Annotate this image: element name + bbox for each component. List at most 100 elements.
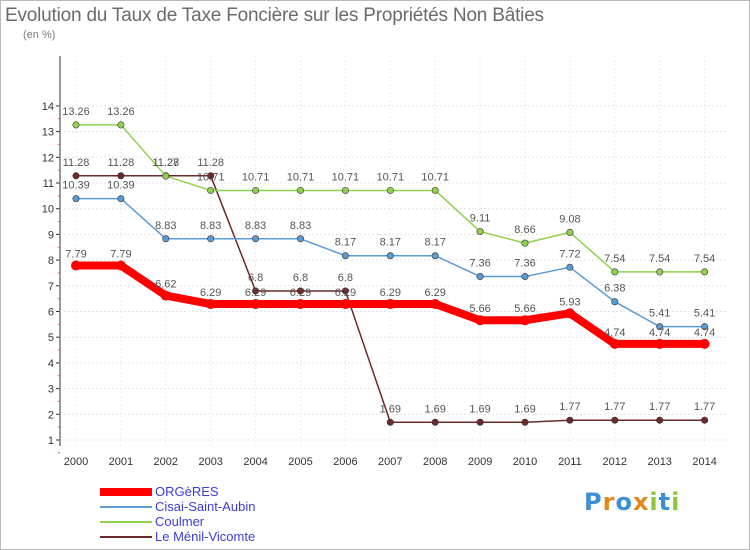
- data-point-orgeres: [475, 315, 486, 326]
- data-point-coulmer: [162, 172, 170, 180]
- data-point-le-menil-vicomte: [341, 287, 349, 295]
- x-tick-label: 2009: [468, 456, 492, 468]
- data-label-orgeres: 4.74: [604, 327, 625, 339]
- data-label-coulmer: 10.71: [242, 171, 270, 183]
- data-label-le-menil-vicomte: 1.69: [380, 403, 401, 415]
- data-label-cisai-saint-aubin: 6.38: [604, 283, 625, 295]
- data-label-le-menil-vicomte: 1.69: [514, 403, 535, 415]
- data-point-cisai-saint-aubin: [296, 235, 304, 243]
- data-label-orgeres: 7.79: [110, 248, 131, 260]
- data-label-orgeres: 5.93: [559, 296, 580, 308]
- data-label-orgeres: 6.29: [380, 287, 401, 299]
- data-point-le-menil-vicomte: [72, 172, 80, 180]
- proxiti-logo: Proxiti: [584, 488, 680, 516]
- y-tick-label: 5: [48, 332, 54, 344]
- x-tick-label: 2011: [558, 456, 582, 468]
- data-label-orgeres: 5.66: [514, 303, 535, 315]
- x-tick-label: 2013: [647, 456, 671, 468]
- data-point-orgeres: [385, 299, 396, 310]
- y-tick-label: 1: [48, 435, 54, 447]
- logo-letter: i: [649, 488, 659, 516]
- logo-letter: o: [615, 488, 633, 516]
- data-point-le-menil-vicomte: [611, 416, 619, 424]
- y-tick-label: 14: [42, 101, 54, 113]
- data-point-orgeres: [205, 299, 216, 310]
- legend-swatch-orgeres: [100, 488, 152, 496]
- data-label-orgeres: 6.29: [424, 287, 445, 299]
- data-label-cisai-saint-aubin: 10.39: [107, 180, 135, 192]
- data-point-orgeres: [609, 338, 620, 349]
- data-point-orgeres: [160, 290, 171, 301]
- x-tick-label: 2000: [64, 456, 88, 468]
- legend-label-orgeres: ORGèRES: [155, 484, 219, 499]
- data-label-cisai-saint-aubin: 8.83: [290, 220, 311, 232]
- logo-letter: x: [632, 488, 650, 516]
- data-point-coulmer: [611, 268, 619, 276]
- data-point-orgeres: [250, 299, 261, 310]
- data-label-coulmer: 7.54: [694, 253, 715, 265]
- data-point-cisai-saint-aubin: [162, 235, 170, 243]
- data-point-coulmer: [701, 268, 709, 276]
- data-point-cisai-saint-aubin: [701, 323, 709, 331]
- data-label-le-menil-vicomte: 6.8: [293, 272, 308, 284]
- legend-label-cisai-saint-aubin: Cisai-Saint-Aubin: [155, 499, 256, 514]
- data-point-le-menil-vicomte: [207, 172, 215, 180]
- data-point-orgeres: [295, 299, 306, 310]
- data-label-orgeres: 6.29: [200, 287, 221, 299]
- y-tick-label: 2: [48, 409, 54, 421]
- data-point-orgeres: [654, 338, 665, 349]
- data-label-orgeres: 6.29: [245, 287, 266, 299]
- data-label-cisai-saint-aubin: 7.36: [514, 258, 535, 270]
- data-label-orgeres: 6.62: [155, 279, 176, 291]
- data-label-coulmer: 10.71: [377, 171, 405, 183]
- data-point-cisai-saint-aubin: [341, 252, 349, 260]
- y-tick-label: 11: [43, 178, 54, 190]
- data-point-le-menil-vicomte: [701, 416, 709, 424]
- legend-label-coulmer: Coulmer: [155, 514, 205, 529]
- y-tick-label: 7: [48, 281, 54, 293]
- data-label-cisai-saint-aubin: 7.72: [559, 248, 580, 260]
- data-label-coulmer: 13.26: [62, 106, 90, 118]
- data-label-le-menil-vicomte: 11.28: [197, 157, 224, 169]
- data-point-coulmer: [656, 268, 664, 276]
- data-label-le-menil-vicomte: 1.69: [469, 403, 490, 415]
- data-point-cisai-saint-aubin: [252, 235, 260, 243]
- data-point-coulmer: [521, 239, 529, 247]
- data-point-cisai-saint-aubin: [611, 298, 619, 306]
- data-label-cisai-saint-aubin: 5.41: [694, 308, 715, 320]
- data-label-coulmer: 10.71: [197, 171, 225, 183]
- data-label-cisai-saint-aubin: 7.36: [469, 258, 490, 270]
- y-tick-label: 8: [48, 255, 54, 267]
- x-tick-label: 2007: [378, 456, 402, 468]
- data-point-le-menil-vicomte: [566, 416, 574, 424]
- x-tick-label: 2006: [333, 456, 357, 468]
- data-label-le-menil-vicomte: 1.69: [424, 403, 445, 415]
- data-point-coulmer: [341, 186, 349, 194]
- data-point-coulmer: [207, 186, 215, 194]
- data-point-le-menil-vicomte: [386, 418, 394, 426]
- y-tick-label: 3: [48, 384, 54, 396]
- y-tick-label: 10: [42, 204, 54, 216]
- y-tick-label: 6: [48, 307, 54, 319]
- data-label-le-menil-vicomte: 11.28: [108, 157, 135, 169]
- data-label-cisai-saint-aubin: 8.17: [380, 237, 401, 249]
- data-point-le-menil-vicomte: [476, 418, 484, 426]
- data-label-coulmer: 11.27: [152, 157, 179, 169]
- data-label-cisai-saint-aubin: 5.41: [649, 308, 670, 320]
- data-point-cisai-saint-aubin: [117, 195, 125, 203]
- data-label-le-menil-vicomte: 1.77: [559, 401, 580, 413]
- data-label-orgeres: 6.29: [335, 287, 356, 299]
- legend-label-le-menil-vicomte: Le Ménil-Vicomte: [155, 529, 256, 544]
- legend-swatch-le-menil-vicomte: [100, 536, 152, 538]
- y-tick-label: 9: [48, 229, 54, 241]
- data-point-orgeres: [699, 338, 710, 349]
- data-label-cisai-saint-aubin: 8.17: [335, 237, 356, 249]
- data-point-coulmer: [476, 228, 484, 236]
- data-point-le-menil-vicomte: [431, 418, 439, 426]
- x-tick-label: 2005: [288, 456, 312, 468]
- y-tick-label: 13: [42, 127, 54, 139]
- data-label-coulmer: 9.11: [470, 213, 491, 225]
- data-label-cisai-saint-aubin: 8.83: [245, 220, 266, 232]
- data-point-cisai-saint-aubin: [521, 273, 529, 281]
